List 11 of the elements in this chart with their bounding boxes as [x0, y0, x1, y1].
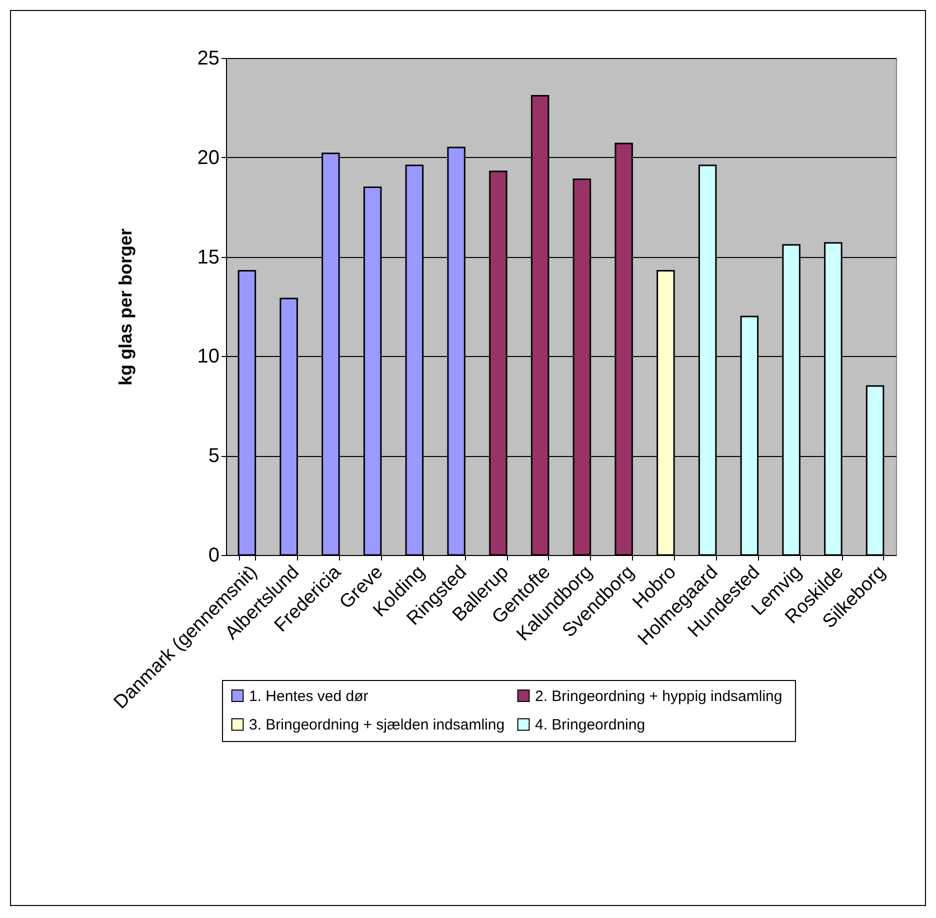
y-axis-title: kg glas per borger [115, 228, 136, 386]
legend-label: 4. Bringeordning [535, 716, 646, 734]
y-tick-label: 5 [208, 445, 220, 468]
y-tick-label: 20 [197, 146, 220, 169]
y-tick-label: 25 [197, 48, 220, 70]
y-tick-label: 10 [197, 346, 220, 368]
legend-label: 3. Bringeordning + sjælden indsamling [249, 716, 505, 734]
y-tick-label: 15 [197, 246, 220, 268]
legend-label: 2. Bringeordning + hyppig indsamling [535, 688, 782, 705]
legend-label: 1. Hentes ved dør [249, 688, 368, 705]
y-tick-label: 0 [208, 544, 220, 566]
